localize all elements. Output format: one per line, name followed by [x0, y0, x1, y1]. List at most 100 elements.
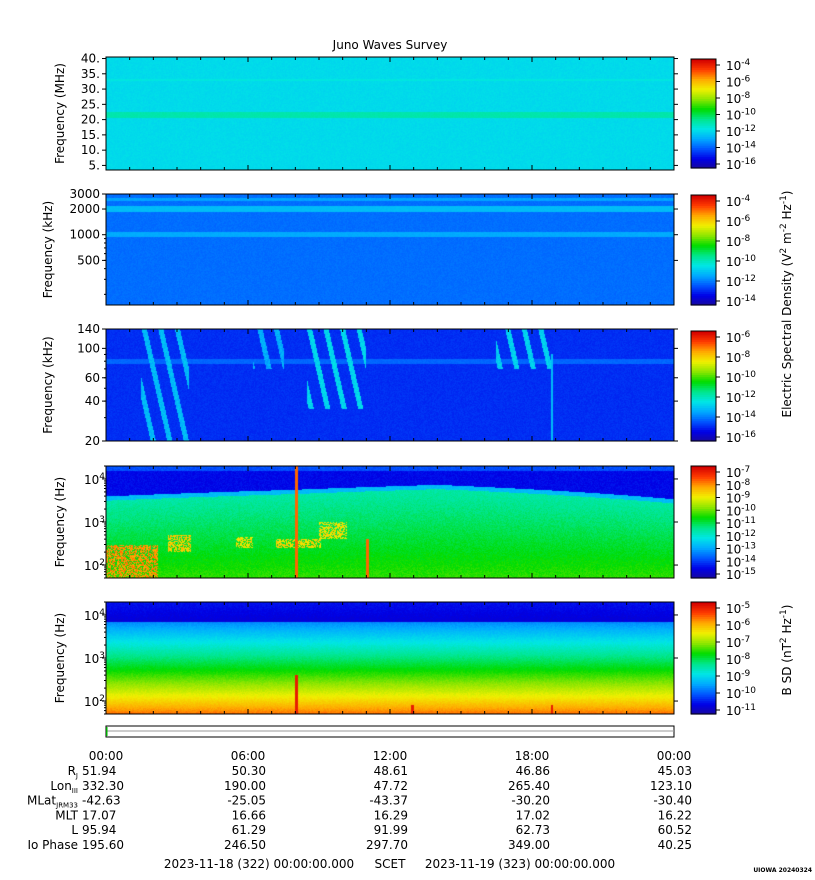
time-tick-label: 06:00	[231, 749, 266, 763]
colorbar-swatch	[691, 699, 716, 702]
colorbar-swatch	[691, 676, 716, 680]
colorbar-swatch	[691, 360, 716, 363]
colorbar-swatch	[691, 195, 716, 198]
colorbar-swatch	[691, 122, 716, 125]
ephemeris-value: 51.94	[82, 764, 116, 778]
colorbar-swatch	[691, 365, 716, 369]
colorbar-swatch	[691, 497, 716, 501]
colorbar-swatch	[691, 652, 716, 655]
ephemeris-label: L	[71, 823, 78, 837]
time-axis-labels: 00:00 06:00 12:00 18:00 00:00	[89, 749, 692, 763]
colorbar: 10-710-810-910-1010-1110-1210-1310-1410-…	[690, 465, 756, 582]
colorbar-swatch	[691, 376, 716, 380]
colorbar-swatch	[691, 229, 716, 233]
colorbar-label: 10-4	[726, 58, 751, 73]
colorbar-swatch	[691, 158, 716, 162]
colorbar-swatch	[691, 648, 716, 652]
colorbar-swatch	[691, 80, 716, 84]
colorbar-swatch	[691, 409, 716, 413]
colorbar-swatch	[691, 331, 716, 334]
colorbar-label: 10-16	[726, 430, 756, 445]
colorbar-swatch	[691, 373, 716, 376]
colorbar-swatch	[691, 371, 716, 374]
colorbar-swatch	[691, 279, 716, 282]
colorbar-swatch	[691, 551, 716, 555]
y-tick-label: 35.	[81, 67, 100, 81]
colorbar-swatch	[691, 354, 716, 358]
colorbar-swatch	[691, 342, 716, 345]
colorbar-swatch	[691, 605, 716, 609]
colorbar-swatch	[691, 430, 716, 433]
colorbar-swatch	[691, 499, 716, 503]
colorbar-swatch	[691, 420, 716, 424]
colorbar-swatch	[691, 624, 716, 627]
colorbar-swatch	[691, 299, 716, 302]
colorbar-swatch	[691, 406, 716, 409]
colorbar-swatch	[691, 59, 716, 62]
colorbar-swatch	[691, 222, 716, 225]
colorbar-frame	[690, 330, 717, 442]
colorbar-label: 10-14	[726, 294, 756, 309]
colorbar-swatch	[691, 473, 716, 476]
colorbar-swatch	[691, 264, 716, 268]
colorbar-swatch	[691, 93, 716, 96]
ephemeris-value: 95.94	[82, 823, 116, 837]
colorbar-swatch	[691, 144, 716, 147]
ephemeris-value: 48.61	[374, 764, 408, 778]
colorbar-swatch	[691, 111, 716, 115]
colorbar-swatch	[691, 275, 716, 279]
colorbar-swatch	[691, 563, 716, 566]
colorbar-swatch	[691, 413, 716, 416]
y-tick-label: 20	[85, 434, 100, 448]
colorbar-swatch	[691, 548, 716, 551]
y-tick-label: 1000	[69, 228, 100, 242]
colorbar-swatch	[691, 665, 716, 668]
y-tick-label: 140	[77, 322, 100, 336]
ephemeris-value: 123.10	[650, 779, 692, 793]
colorbar-swatch	[691, 133, 716, 136]
spectrogram-image	[106, 329, 674, 441]
colorbar-swatch	[691, 218, 716, 222]
colorbar-swatch	[691, 386, 716, 389]
colorbar-swatch	[691, 297, 716, 301]
colorbar-swatch	[691, 207, 716, 211]
colorbar-swatch	[691, 148, 716, 151]
colorbar-swatch	[691, 220, 716, 224]
ephemeris-value: 17.07	[82, 808, 116, 822]
colorbar-frame	[690, 58, 717, 169]
colorbar-swatch	[691, 658, 716, 661]
colorbar-swatch	[691, 522, 716, 525]
ephemeris-value: 91.99	[374, 823, 408, 837]
colorbar-swatch	[691, 128, 716, 131]
colorbar-label: 10-12	[726, 529, 756, 544]
colorbar-swatch	[691, 272, 716, 275]
colorbar-swatch	[691, 553, 716, 557]
colorbar-swatch	[691, 162, 716, 165]
colorbar-swatch	[691, 69, 716, 73]
colorbar-swatch	[691, 686, 716, 689]
colorbar-swatch	[691, 678, 716, 681]
colorbar-swatch	[691, 160, 716, 164]
colorbar-swatch	[691, 550, 716, 553]
ephemeris-value: 61.29	[232, 823, 266, 837]
y-axis-label: Frequency (MHz)	[53, 63, 67, 164]
colorbar-label: 10-12	[726, 274, 756, 289]
colorbar-swatch	[691, 117, 716, 120]
colorbar-swatch	[691, 637, 716, 640]
colorbar-swatch	[691, 380, 716, 383]
colorbar-swatch	[691, 384, 716, 387]
y-tick-label: 40.	[81, 52, 100, 66]
y-tick-label: 5.	[89, 158, 100, 172]
colorbar-swatch	[691, 671, 716, 674]
colorbar-swatch	[691, 616, 716, 620]
colorbar-swatch	[691, 135, 716, 138]
colorbar-swatch	[691, 100, 716, 104]
ephemeris-value: -30.20	[511, 794, 550, 808]
colorbar-swatch	[691, 630, 716, 633]
colorbar-swatch	[691, 435, 716, 438]
colorbar-swatch	[691, 626, 716, 629]
colorbar-swatch	[691, 277, 716, 280]
colorbar-swatch	[691, 242, 716, 246]
